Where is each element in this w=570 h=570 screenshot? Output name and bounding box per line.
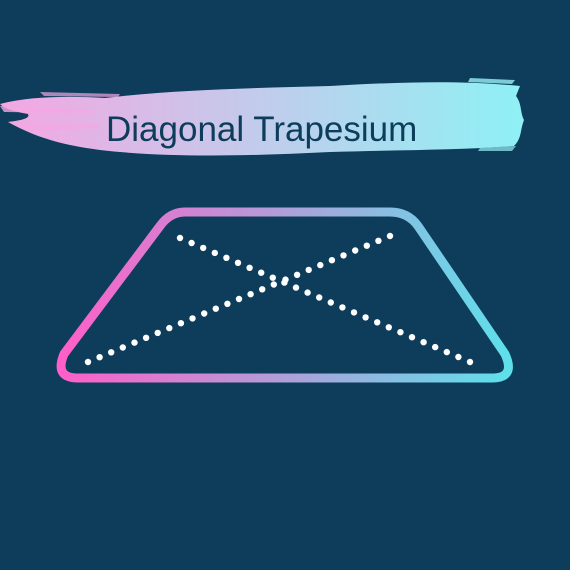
diagonal-1-dot xyxy=(350,309,358,316)
diagonal-1-dot xyxy=(200,244,207,252)
diagonal-1-dot xyxy=(327,299,334,306)
diagram-title: Diagonal Trapesium xyxy=(106,110,417,149)
diagonal-2-dot xyxy=(375,237,382,244)
diagonal-1-dot xyxy=(466,358,474,366)
brush-streak-4 xyxy=(468,78,515,84)
diagonal-2-dot xyxy=(189,315,196,322)
diagonal-2-dot xyxy=(108,349,115,356)
diagonal-2-dot xyxy=(212,305,219,312)
diagonal-1-dot xyxy=(443,348,450,356)
brush-streak-2 xyxy=(20,124,100,131)
diagonal-1-dot xyxy=(374,319,381,326)
diagonal-1-dot xyxy=(362,314,369,321)
diagonal-2-dot xyxy=(282,276,289,283)
diagonal-2-dot xyxy=(328,257,336,264)
diagonal-2-dot xyxy=(142,334,150,341)
diagonal-2-dot xyxy=(352,247,359,254)
diagonal-2-dot xyxy=(386,232,394,240)
diagonal-1-dot xyxy=(316,294,323,301)
diagonal-2-dot xyxy=(293,271,301,278)
diagonal-2-dot xyxy=(177,320,185,327)
diagonal-1-dot xyxy=(397,329,404,336)
diagonal-1-dot xyxy=(269,274,276,281)
diagonal-2-dot xyxy=(305,266,312,274)
diagonal-2-dot xyxy=(363,242,370,249)
diagonal-1-dot xyxy=(304,289,311,296)
diagonal-2-dot xyxy=(235,295,243,303)
diagonal-1-dot xyxy=(258,269,265,276)
diagonal-1-dot xyxy=(188,239,195,247)
diagonal-1-dot xyxy=(211,249,218,257)
diagonal-1-dot xyxy=(420,339,427,346)
diagonal-1-dot xyxy=(455,353,462,361)
brush-streak-5 xyxy=(478,146,516,151)
brush-streak-1 xyxy=(0,106,94,113)
diagonal-2-dot xyxy=(224,300,231,307)
diagonal-2-dot xyxy=(119,344,127,351)
diagonal-1-dot xyxy=(385,324,392,331)
diagonal-2-dot xyxy=(317,261,324,269)
diagonal-2-dot xyxy=(259,286,266,293)
diagonal-2-dot xyxy=(201,310,208,317)
diagonal-2-dot xyxy=(340,252,347,259)
diagonal-1-dot xyxy=(246,264,253,271)
diagonal-2-dot xyxy=(166,324,173,332)
title-brush-stroke: Diagonal Trapesium xyxy=(0,78,524,156)
trapezium-outline xyxy=(56,207,513,383)
diagonal-2-dot xyxy=(84,358,92,366)
diagonal-2-dot xyxy=(96,354,103,361)
diagonal-right-to-left xyxy=(84,232,394,366)
brush-body xyxy=(0,82,524,156)
diagonal-1-dot xyxy=(234,259,242,266)
diagonal-2-dot xyxy=(154,329,161,337)
diagonal-1-dot xyxy=(339,304,346,311)
diagonal-2-dot xyxy=(270,281,277,288)
diagonal-2-dot xyxy=(131,339,138,346)
diagonal-1-dot xyxy=(176,234,184,242)
brush-streak-3 xyxy=(40,92,120,97)
diagonal-left-to-right xyxy=(176,234,474,366)
diagonal-1-dot xyxy=(292,284,300,291)
diagonal-1-dot xyxy=(223,254,230,261)
diagonal-1-dot xyxy=(432,343,439,351)
diagonal-1-dot xyxy=(408,334,416,341)
diagonal-2-dot xyxy=(247,291,254,298)
